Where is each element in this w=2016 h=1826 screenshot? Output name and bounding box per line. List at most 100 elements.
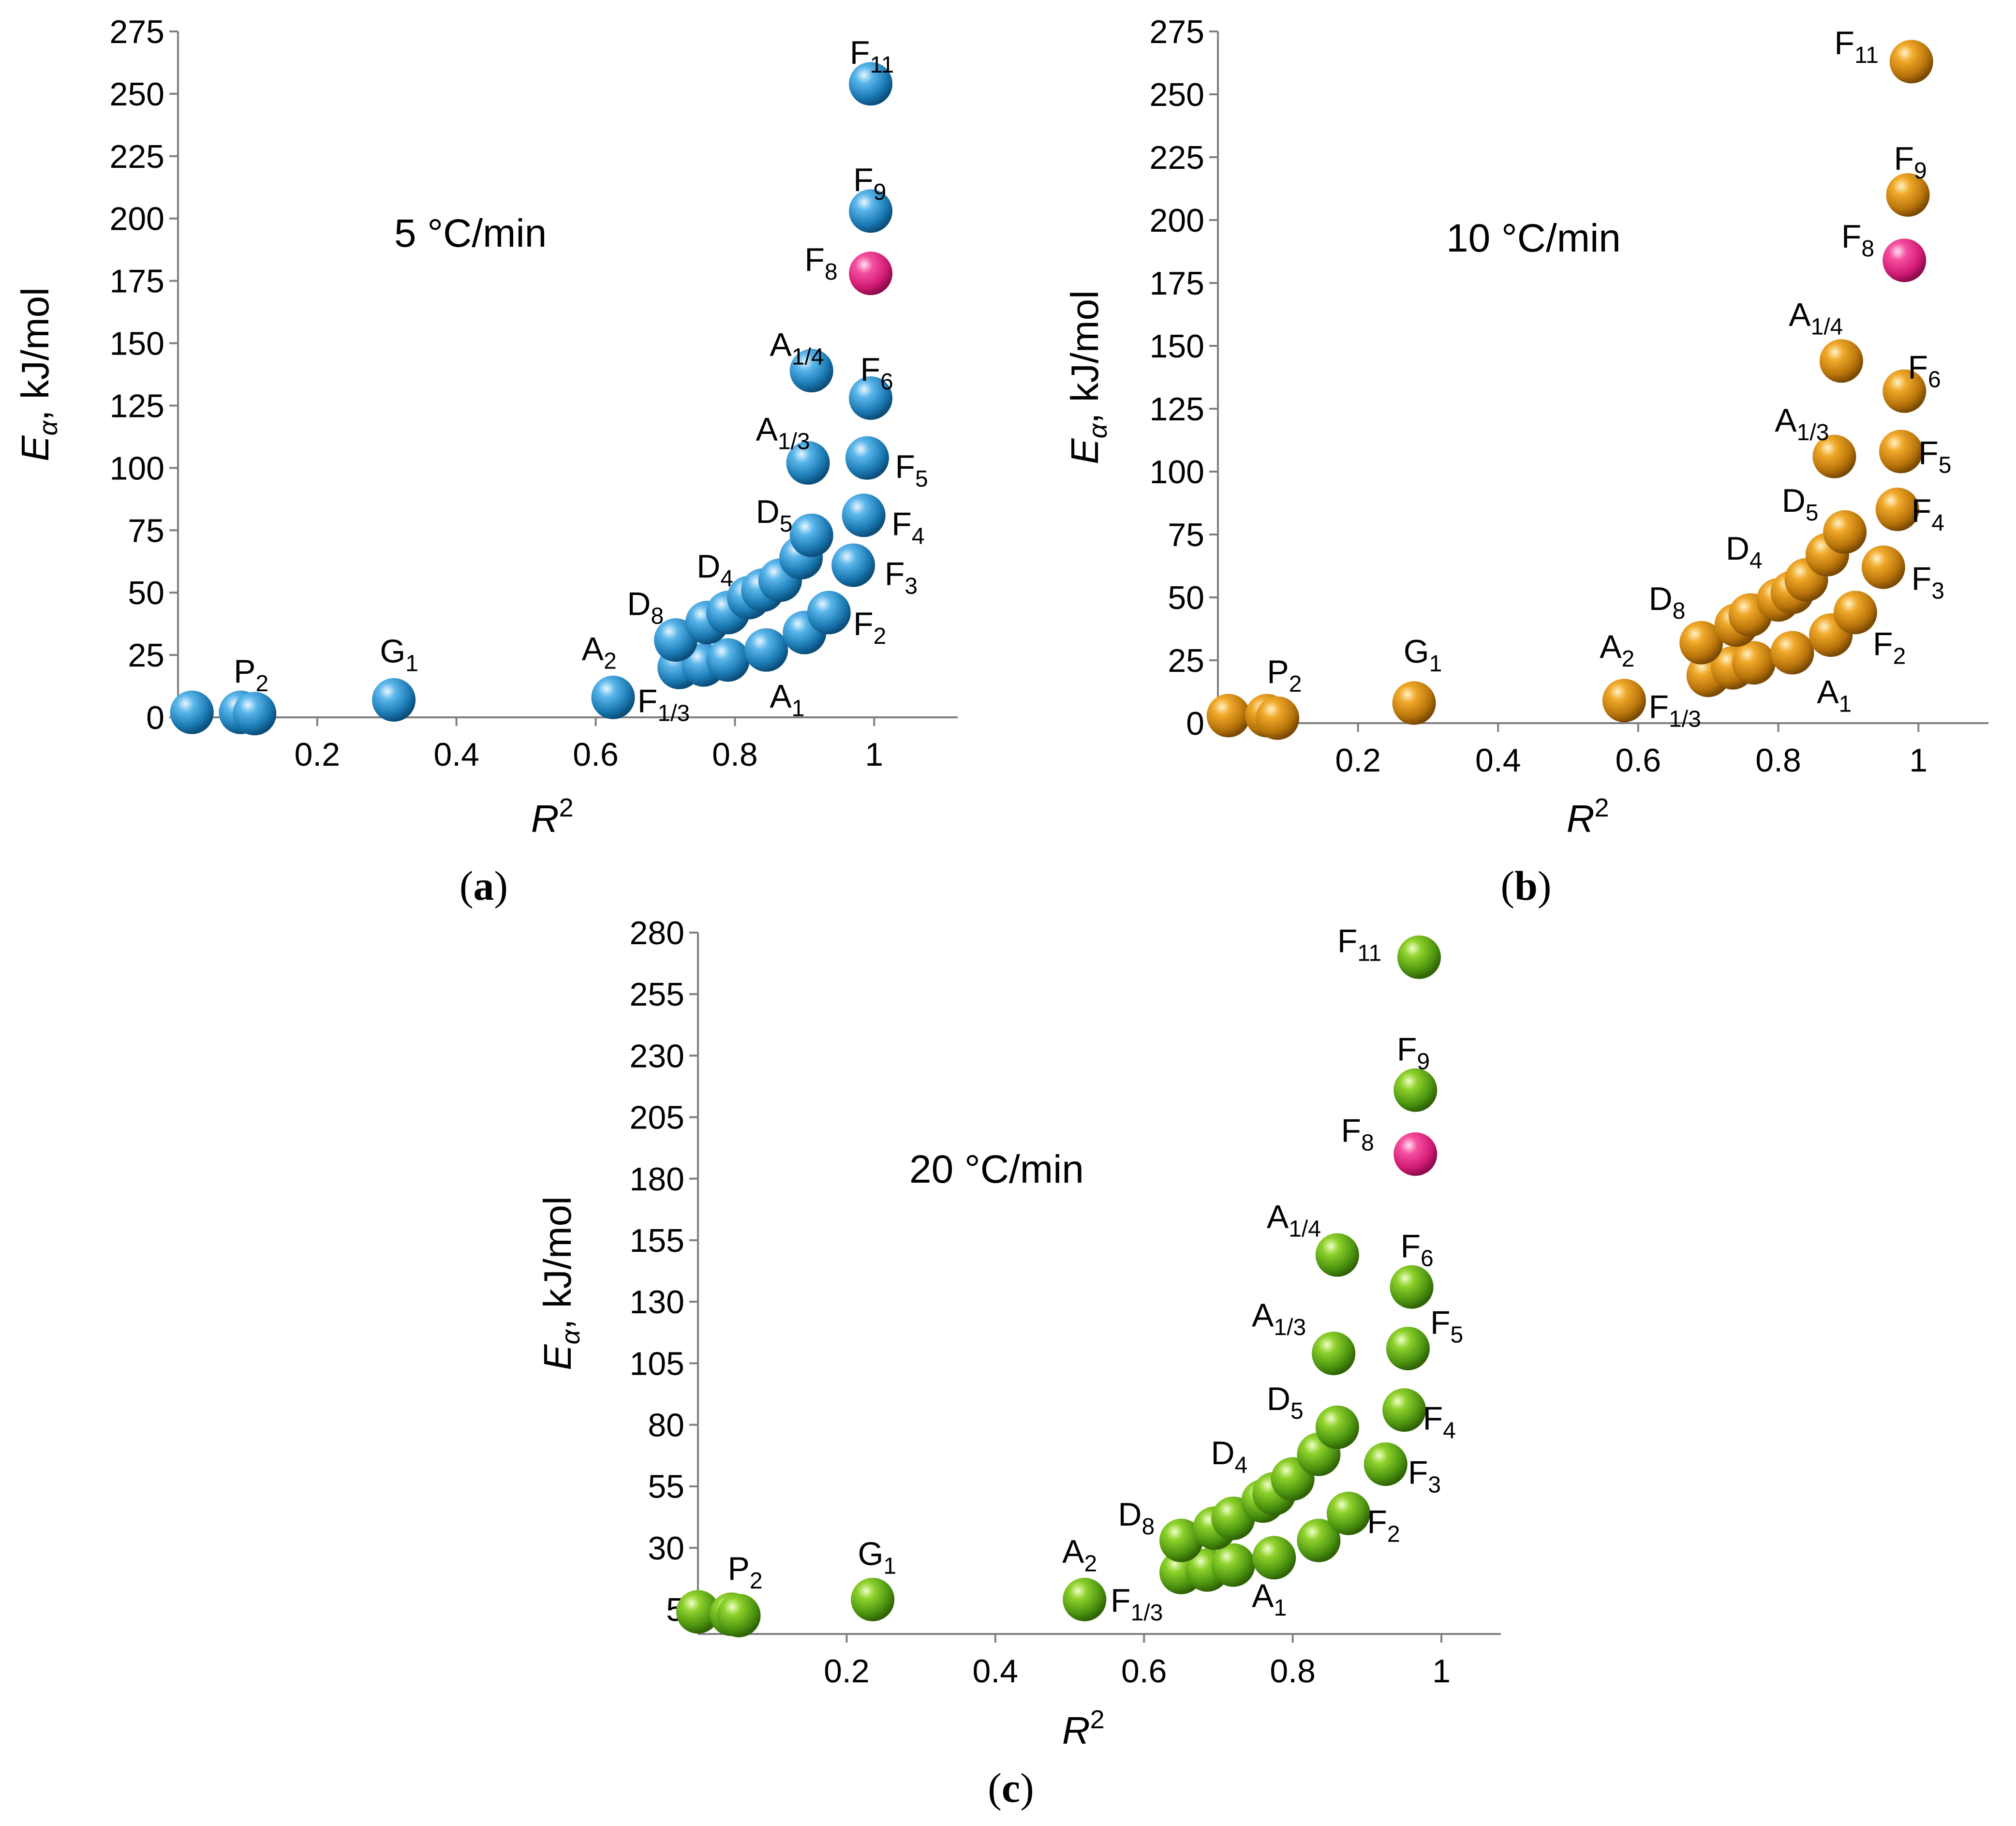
model-label: F11 (1337, 923, 1381, 966)
panel-a: 0 25 50 75 100 125 150 175 200 225 250 275 0.2 0.4 0.6… (14, 14, 958, 909)
x-tick-label: 1 (865, 736, 883, 773)
model-label: F2 (1367, 1503, 1400, 1547)
y-tick-label: 0 (146, 699, 164, 736)
x-tick-label: 0.8 (712, 736, 758, 773)
y-tick-label: 150 (110, 326, 164, 362)
data-point (170, 690, 214, 734)
y-tick-label: 250 (1150, 76, 1204, 113)
model-label: A1 (1252, 1577, 1287, 1621)
y-tick-label: 130 (630, 1284, 684, 1321)
model-label: D4 (1211, 1435, 1248, 1478)
data-point (1159, 1518, 1203, 1562)
data-point (1812, 434, 1856, 478)
model-label: F4 (1912, 492, 1944, 536)
x-tick-label: 0.2 (1335, 742, 1381, 779)
data-point (1770, 631, 1814, 675)
x-tick-label: 0.2 (824, 1653, 870, 1690)
model-label: F6 (1908, 349, 1941, 393)
y-tick-label: 100 (1150, 454, 1204, 490)
data-point-highlight (1883, 238, 1927, 282)
data-point (851, 1577, 895, 1621)
data-point (1875, 488, 1919, 531)
data-point-highlight (1393, 1132, 1438, 1176)
data-point (706, 638, 750, 682)
y-tick-label: 55 (648, 1469, 684, 1505)
data-point (1833, 591, 1877, 635)
data-point-highlight (849, 252, 893, 296)
model-label: D8 (1118, 1496, 1155, 1540)
x-tick-label: 0.4 (973, 1653, 1019, 1690)
y-tick-label: 125 (1150, 391, 1204, 428)
x-tick-label: 0.4 (433, 736, 479, 773)
y-tick-label: 50 (1168, 579, 1204, 616)
data-point (1312, 1332, 1356, 1375)
model-label: F1/3 (1111, 1582, 1163, 1626)
data-point (807, 591, 851, 635)
panel-caption: (b) (1500, 862, 1551, 909)
data-point (1297, 1518, 1341, 1562)
data-point (1879, 430, 1923, 474)
model-label: A1/4 (770, 326, 824, 370)
y-axis-label: Eα, kJ/mol (536, 1196, 585, 1370)
data-point (849, 189, 893, 233)
data-point (1602, 679, 1646, 723)
model-label: F8 (1841, 218, 1874, 262)
data-point (1679, 621, 1723, 665)
data-point (1889, 40, 1933, 84)
model-label: A1 (1817, 673, 1852, 717)
y-tick-label: 205 (630, 1099, 684, 1136)
x-tick-label: 1 (1909, 742, 1927, 779)
data-point (1390, 1265, 1434, 1309)
x-axis-label: R2 (1062, 1705, 1105, 1752)
data-point (744, 628, 788, 672)
model-label: A1/3 (756, 411, 810, 455)
data-point (831, 543, 875, 587)
model-label: D5 (756, 493, 793, 537)
model-label: G1 (1404, 633, 1442, 677)
model-label: F11 (850, 34, 894, 78)
panel-caption: (a) (460, 862, 508, 909)
panel-caption: (c) (988, 1765, 1034, 1811)
model-label: F3 (1912, 560, 1944, 604)
model-label: A1/3 (1252, 1297, 1306, 1340)
model-label: F6 (860, 351, 893, 395)
y-tick-label: 275 (110, 14, 164, 50)
model-label: D5 (1782, 482, 1819, 526)
data-point (233, 692, 277, 736)
model-label: F5 (1918, 434, 1951, 478)
data-point (676, 1590, 720, 1634)
data-point (789, 513, 833, 557)
model-label: F6 (1401, 1228, 1434, 1272)
data-point (1063, 1577, 1107, 1621)
y-tick-label: 75 (1168, 517, 1204, 553)
model-label: F4 (891, 506, 924, 549)
y-tick-label: 0 (1186, 705, 1204, 742)
x-tick-label: 0.6 (573, 736, 619, 773)
data-point (1883, 369, 1927, 413)
y-tick-label: 150 (1150, 328, 1204, 365)
model-label: G1 (380, 633, 418, 677)
data-point (1819, 339, 1863, 383)
y-tick-label: 25 (1168, 642, 1204, 679)
model-label: F9 (1894, 140, 1927, 184)
model-label: F2 (1873, 626, 1906, 669)
model-label: D4 (1726, 530, 1763, 574)
y-tick-label: 100 (110, 450, 164, 487)
model-label: F1/3 (1649, 689, 1701, 732)
data-point (1393, 1068, 1438, 1112)
data-point (842, 493, 886, 537)
y-tick-label: 230 (630, 1038, 684, 1074)
data-point (1861, 545, 1905, 589)
data-point (849, 62, 893, 106)
data-point (1256, 696, 1300, 740)
data-point (1732, 641, 1776, 685)
data-point (1886, 173, 1930, 217)
y-tick-label: 225 (1150, 139, 1204, 176)
model-label: D8 (1649, 580, 1686, 624)
model-label: F8 (804, 241, 837, 285)
x-tick-label: 0.4 (1475, 742, 1521, 779)
model-label: D8 (627, 586, 664, 629)
y-axis-label: Eα, kJ/mol (1063, 290, 1112, 464)
heating-rate-annotation: 5 °C/min (394, 211, 547, 255)
data-point (845, 436, 889, 480)
